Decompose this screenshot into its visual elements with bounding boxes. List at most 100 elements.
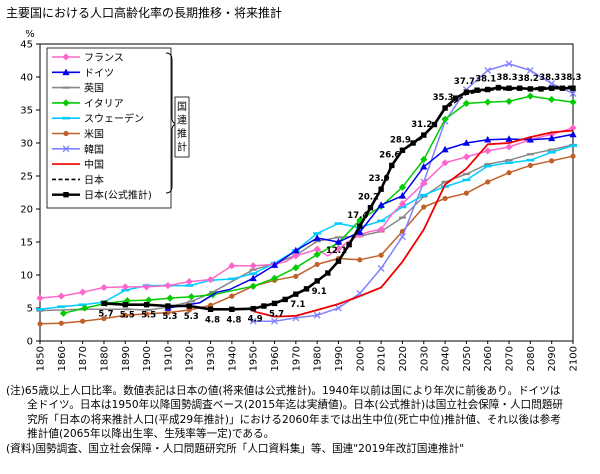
square-marker [282, 296, 288, 303]
legend-item: スウェーデン [52, 112, 144, 125]
square-marker [122, 302, 128, 308]
circle-marker [37, 321, 43, 327]
diamond-marker [505, 97, 513, 106]
square-marker [421, 132, 427, 138]
data-label: 4.8 [205, 315, 220, 325]
note-line: 究所「日本の将来推計人口(平成29年推計)」における2060年までは出生中位(死… [6, 413, 561, 426]
note-line: (注)65歳以上人口比率。数値表記は日本の値(将来値は公式推計)。1940年以前… [6, 385, 561, 397]
diamond-marker [569, 98, 577, 106]
data-label: 20.2 [358, 193, 379, 203]
triangle-marker [313, 234, 321, 241]
x-tick-label: 2020 [398, 346, 409, 371]
circle-marker [63, 130, 69, 137]
diamond-marker [249, 282, 257, 290]
diamond-marker [270, 274, 279, 282]
diamond-marker [121, 283, 129, 291]
x-marker [484, 66, 492, 74]
note-line: 全ドイツ。日本は1950年以降国勢調査ベース(2015年迄は実績値)。日本(公式… [6, 399, 563, 412]
square-marker [346, 241, 352, 248]
square-marker [63, 192, 69, 198]
legend-item: イタリア [52, 98, 124, 110]
x-marker [335, 304, 342, 312]
circle-marker [421, 204, 427, 210]
series-line [39, 155, 574, 325]
x-tick-label: 2040 [441, 346, 452, 371]
diamond-marker [143, 283, 151, 291]
notes: (注)65歳以上人口比率。数値表記は日本の値(将来値は公式推計)。1940年以前… [6, 384, 596, 456]
circle-marker [357, 257, 363, 263]
x-tick-label: 1890 [121, 346, 132, 371]
x-tick-label: 1850 [36, 346, 47, 371]
series-1 [164, 130, 577, 311]
x-marker [526, 66, 534, 74]
x-tick-label: 1990 [334, 346, 345, 371]
y-tick-label: 45 [20, 40, 33, 51]
diamond-marker [398, 200, 407, 208]
diamond-marker [187, 293, 195, 301]
legend-label: 中国 [84, 158, 104, 171]
diamond-marker [356, 216, 364, 224]
triangle-marker [356, 228, 364, 235]
diamond-marker [145, 296, 153, 304]
data-label: 38.2 [518, 74, 539, 84]
data-label: 38.3 [539, 73, 560, 83]
legend-item: フランス [52, 52, 124, 64]
circle-marker [485, 179, 491, 185]
square-marker [303, 286, 310, 292]
diamond-marker [505, 143, 513, 151]
diamond-marker [420, 155, 428, 164]
square-marker [485, 86, 491, 93]
x-tick-label: 1900 [142, 346, 153, 371]
data-label: 35.3 [433, 93, 454, 103]
square-marker [506, 85, 512, 91]
diamond-marker [59, 309, 68, 317]
series-line [252, 129, 574, 318]
un-bracket: 国連推計 [165, 52, 190, 194]
square-marker [389, 162, 395, 169]
triangle-marker [441, 145, 449, 153]
triangle-marker [292, 246, 300, 254]
diamond-marker [484, 98, 492, 106]
square-marker [399, 147, 406, 153]
circle-marker [463, 190, 469, 196]
y-tick-label: 20 [20, 205, 33, 216]
diamond-marker [62, 99, 70, 107]
legend-label: イタリア [84, 98, 124, 110]
legend-item: 韓国 [52, 144, 104, 156]
x-tick-label: 2050 [462, 346, 473, 371]
square-marker [325, 270, 331, 276]
square-marker [229, 306, 235, 313]
square-marker [101, 300, 107, 307]
x-tick-label: 1910 [163, 346, 174, 371]
legend-label: 韓国 [84, 144, 104, 156]
series-line [253, 63, 574, 322]
square-marker [548, 85, 555, 91]
bracket-label-char: 計 [177, 141, 187, 154]
square-marker [367, 204, 374, 211]
data-label: 31.2 [411, 120, 432, 130]
x-marker [313, 311, 321, 319]
triangle-marker [270, 261, 279, 268]
triangle-marker [334, 238, 343, 245]
source-line: (資料)国勢調査、国立社会保障・人口問題研究所「人口資料集」等、国連"2019年… [6, 442, 465, 455]
diamond-marker [166, 294, 174, 302]
triangle-marker [569, 130, 577, 138]
legend-item: ドイツ [52, 68, 114, 79]
legend-item: 英国 [52, 82, 104, 95]
series-line [63, 95, 574, 315]
data-label: 4.8 [226, 315, 241, 325]
y-tick-label: 15 [20, 238, 33, 249]
square-marker [442, 105, 448, 111]
circle-marker [58, 320, 64, 326]
circle-marker [314, 261, 320, 268]
circle-marker [442, 195, 448, 202]
diamond-marker [249, 262, 257, 270]
x-tick-label: 2080 [526, 346, 537, 371]
legend-label: フランス [84, 52, 124, 64]
diamond-marker [484, 147, 492, 155]
diamond-marker [313, 245, 321, 253]
x-tick-label: 1930 [206, 346, 217, 371]
legend-item: 米国 [52, 128, 104, 141]
x-tick-label: 2090 [547, 346, 558, 371]
